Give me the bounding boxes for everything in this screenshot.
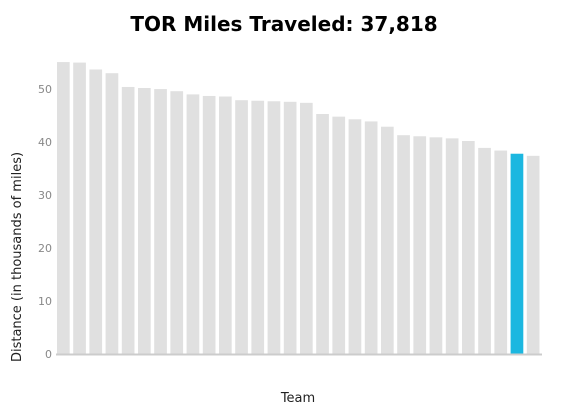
bar bbox=[202, 95, 216, 354]
bar bbox=[445, 138, 459, 354]
bar bbox=[332, 116, 346, 354]
bar bbox=[235, 100, 248, 355]
bar bbox=[478, 147, 491, 354]
bars bbox=[57, 62, 540, 355]
bar bbox=[219, 96, 232, 354]
bar bbox=[316, 113, 329, 355]
bar bbox=[283, 101, 297, 354]
y-tick-label: 20 bbox=[38, 242, 52, 255]
y-tick-label: 40 bbox=[38, 136, 52, 149]
bar bbox=[121, 86, 135, 354]
y-tick-label: 0 bbox=[45, 348, 52, 361]
y-tick-label: 30 bbox=[38, 189, 52, 202]
bar bbox=[364, 121, 378, 354]
bar bbox=[429, 137, 443, 354]
bar bbox=[105, 73, 119, 354]
y-tick-label: 50 bbox=[38, 83, 52, 96]
bar bbox=[73, 62, 86, 354]
y-tick-label: 10 bbox=[38, 295, 52, 308]
bar bbox=[348, 119, 362, 354]
chart-title: TOR Miles Traveled: 37,818 bbox=[130, 12, 438, 36]
bar-highlighted bbox=[510, 153, 524, 354]
bar bbox=[138, 88, 151, 354]
bar bbox=[526, 155, 540, 354]
y-axis-ticks: 0 10 20 30 40 50 bbox=[38, 83, 52, 361]
bar bbox=[381, 126, 394, 355]
bar bbox=[89, 69, 103, 354]
bar bbox=[57, 62, 70, 354]
bar bbox=[462, 141, 475, 354]
bar bbox=[397, 135, 410, 354]
bar bbox=[170, 91, 184, 355]
bar bbox=[251, 100, 265, 355]
bar bbox=[267, 101, 281, 355]
bar bbox=[413, 136, 427, 354]
bar bbox=[186, 94, 200, 354]
bar bbox=[494, 150, 508, 354]
bar bbox=[300, 102, 313, 354]
bar bbox=[154, 89, 167, 354]
x-axis-title: Team bbox=[280, 391, 315, 406]
y-axis-title: Distance (in thousands of miles) bbox=[10, 152, 25, 362]
